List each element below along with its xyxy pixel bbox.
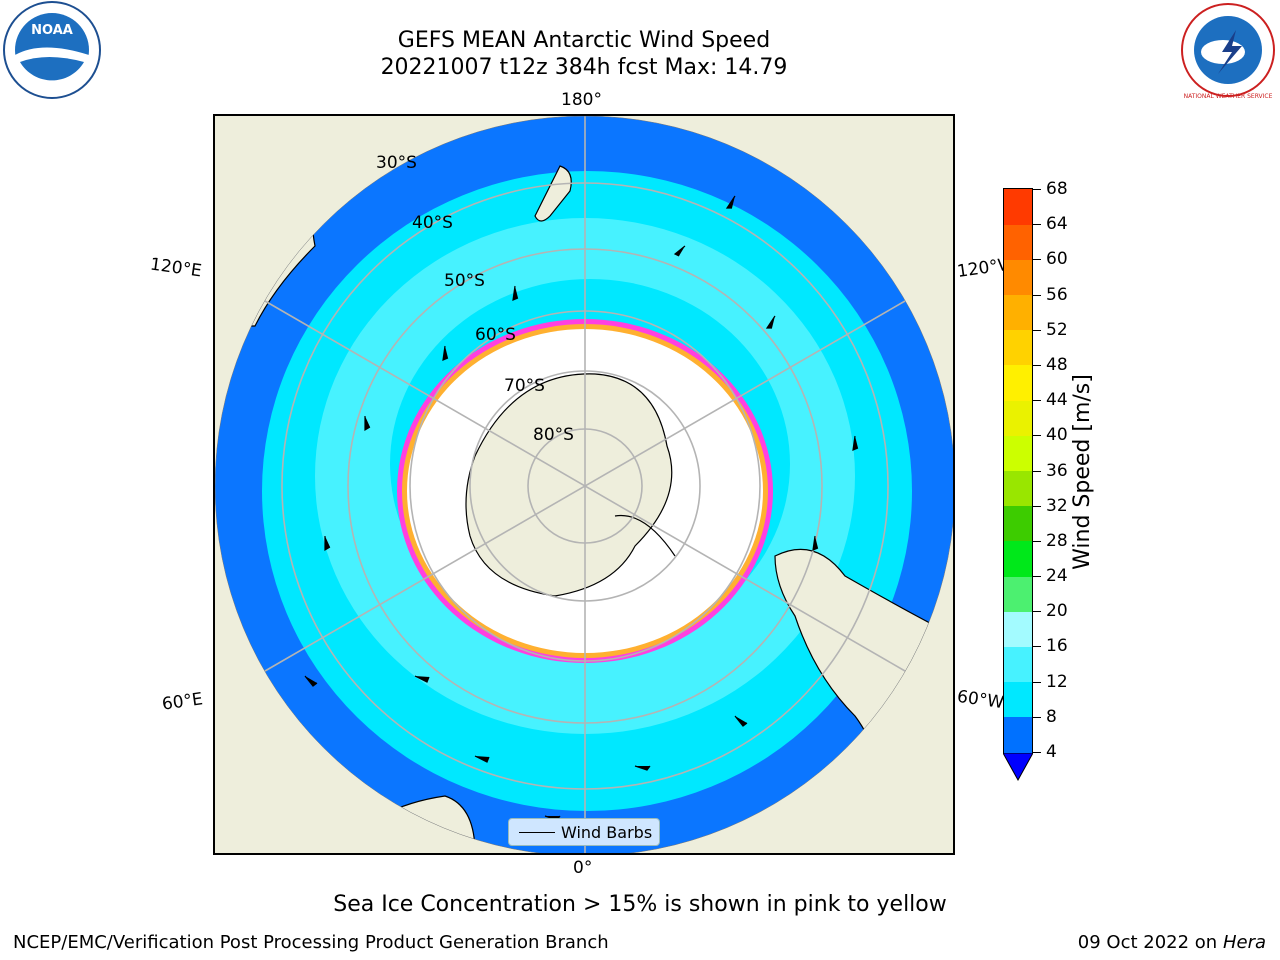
colorbar-tick (1033, 259, 1041, 261)
lon-label-60e: 60°E (160, 689, 205, 715)
lat-label-80s: 80°S (533, 425, 574, 445)
colorbar-segment (1004, 611, 1032, 647)
lat-label-40s: 40°S (412, 213, 453, 233)
colorbar-tick-label: 68 (1046, 179, 1068, 199)
colorbar-segment (1004, 716, 1032, 753)
colorbar-tick (1033, 470, 1041, 472)
colorbar-tick (1033, 294, 1041, 296)
lon-label-120e: 120°E (148, 254, 203, 282)
colorbar-tick (1033, 505, 1041, 507)
colorbar-tick (1033, 435, 1041, 437)
colorbar-tick (1033, 364, 1041, 366)
nws-logo-text: NATIONAL WEATHER SERVICE (1184, 93, 1273, 100)
colorbar-tick-label: 40 (1046, 425, 1068, 446)
colorbar-tick (1033, 576, 1041, 578)
colorbar-tick-label: 16 (1046, 636, 1068, 657)
map-legend: Wind Barbs (508, 818, 660, 846)
footer-left: NCEP/EMC/Verification Post Processing Pr… (13, 932, 609, 953)
colorbar-tick-label: 64 (1046, 214, 1068, 235)
colorbar-segment (1004, 224, 1032, 260)
lon-label-180: 180° (561, 90, 602, 110)
colorbar-tick-label: 56 (1046, 284, 1068, 305)
colorbar-segment (1004, 294, 1032, 331)
colorbar-tick (1033, 752, 1041, 753)
colorbar-segment (1004, 329, 1032, 366)
colorbar-tick-label: 48 (1046, 354, 1068, 375)
colorbar-tick (1033, 611, 1041, 613)
colorbar (1003, 188, 1033, 753)
colorbar-segment (1004, 470, 1032, 507)
colorbar-tick-label: 24 (1046, 566, 1068, 587)
colorbar-segment (1004, 189, 1032, 225)
colorbar-tick-label: 60 (1046, 249, 1068, 270)
noaa-logo-text: NOAA (31, 23, 73, 38)
colorbar-tick (1033, 716, 1041, 718)
noaa-logo: NOAA (3, 1, 101, 99)
footer-date: 09 Oct 2022 on (1077, 932, 1223, 953)
colorbar-tick (1033, 329, 1041, 331)
colorbar-tick-label: 8 (1046, 706, 1057, 727)
legend-label: Wind Barbs (561, 823, 653, 842)
lon-label-0: 0° (573, 858, 593, 878)
new-zealand (534, 165, 572, 222)
legend-line (519, 832, 555, 833)
colorbar-segment (1004, 576, 1032, 612)
colorbar-tick-label: 4 (1046, 742, 1057, 762)
colorbar-tick (1033, 400, 1041, 402)
colorbar-segment (1004, 646, 1032, 683)
colorbar-segment (1004, 505, 1032, 542)
colorbar-tick-label: 32 (1046, 495, 1068, 516)
sea-ice-note: Sea Ice Concentration > 15% is shown in … (333, 892, 947, 917)
lat-label-70s: 70°S (504, 376, 545, 396)
colorbar-tick-label: 12 (1046, 671, 1068, 692)
chart-title: GEFS MEAN Antarctic Wind Speed (397, 28, 771, 53)
footer-right: 09 Oct 2022 on Hera (1078, 932, 1266, 954)
colorbar-tick (1033, 224, 1041, 226)
colorbar-segment (1004, 435, 1032, 471)
polar-map (215, 116, 953, 853)
colorbar-tick-label: 52 (1046, 319, 1068, 340)
map-panel (213, 114, 955, 855)
colorbar-tick-label: 36 (1046, 460, 1068, 481)
colorbar-segment (1004, 681, 1032, 718)
colorbar-segment (1004, 364, 1032, 401)
footer-host: Hera (1222, 932, 1266, 953)
colorbar-segment (1004, 540, 1032, 577)
graticule (215, 116, 953, 853)
colorbar-label: Wind Speed [m/s] (1070, 374, 1095, 570)
colorbar-tick (1033, 189, 1041, 190)
colorbar-tick-label: 20 (1046, 601, 1068, 622)
lon-label-60w: 60°W (955, 686, 1006, 714)
colorbar-segment (1004, 259, 1032, 296)
chart-subtitle: 20221007 t12z 384h fcst Max: 14.79 (380, 55, 788, 80)
lat-label-50s: 50°S (444, 271, 485, 291)
colorbar-tick (1033, 540, 1041, 542)
lat-label-60s: 60°S (475, 325, 516, 345)
nws-logo: NATIONAL WEATHER SERVICE (1181, 3, 1275, 100)
colorbar-tick-label: 44 (1046, 390, 1068, 411)
colorbar-segment (1004, 400, 1032, 436)
colorbar-tick (1033, 681, 1041, 683)
colorbar-tick (1033, 646, 1041, 648)
colorbar-extend-arrow (1003, 753, 1033, 781)
colorbar-tick-label: 28 (1046, 530, 1068, 551)
lat-label-30s: 30°S (376, 153, 417, 173)
